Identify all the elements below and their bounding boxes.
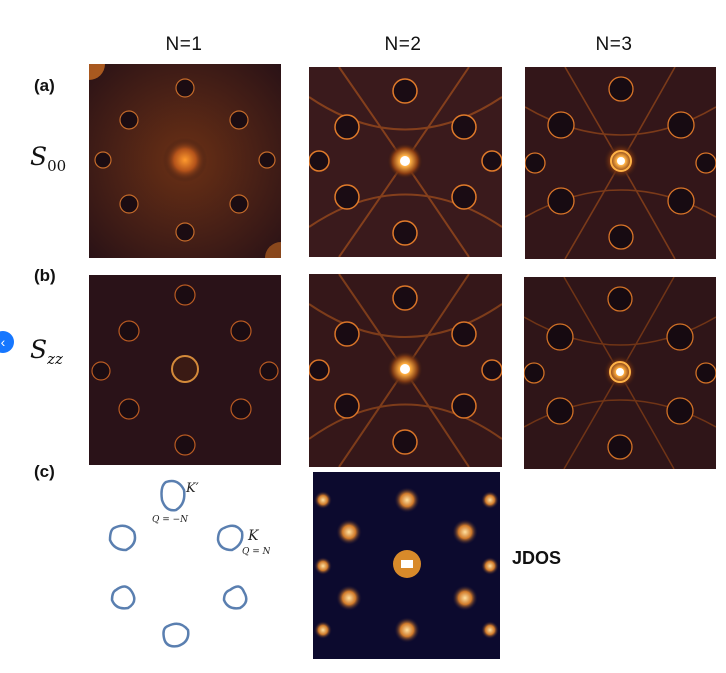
- column-header-n3: N=3: [595, 34, 633, 55]
- k-prime-label: K′: [185, 481, 199, 496]
- panel-s00-n2: [309, 67, 502, 257]
- jdos-label: JDOS: [512, 548, 562, 568]
- chevron-left-icon[interactable]: ‹: [0, 331, 14, 353]
- panel-s00-n3: [525, 67, 716, 259]
- column-header-n2: N=2: [384, 34, 422, 55]
- szz-label: Szz: [30, 335, 63, 368]
- s00-label: S00: [30, 142, 67, 175]
- panel-szz-n3: [524, 277, 716, 469]
- panel-s00-n1: [89, 64, 281, 258]
- row-label-a: (a): [34, 76, 55, 95]
- q-plus-label: Q = N: [242, 547, 270, 557]
- row-label-b: (b): [34, 266, 56, 285]
- panel-jdos: [313, 472, 500, 659]
- panel-szz-n1: [89, 275, 281, 465]
- panel-szz-n2: [309, 274, 502, 467]
- row-label-c: (c): [34, 462, 55, 481]
- fermi-surface-diagram: K′ Q = −N K Q = N: [100, 470, 272, 660]
- k-label: K: [247, 528, 260, 544]
- q-minus-label: Q = −N: [152, 515, 189, 525]
- column-header-n1: N=1: [165, 34, 203, 55]
